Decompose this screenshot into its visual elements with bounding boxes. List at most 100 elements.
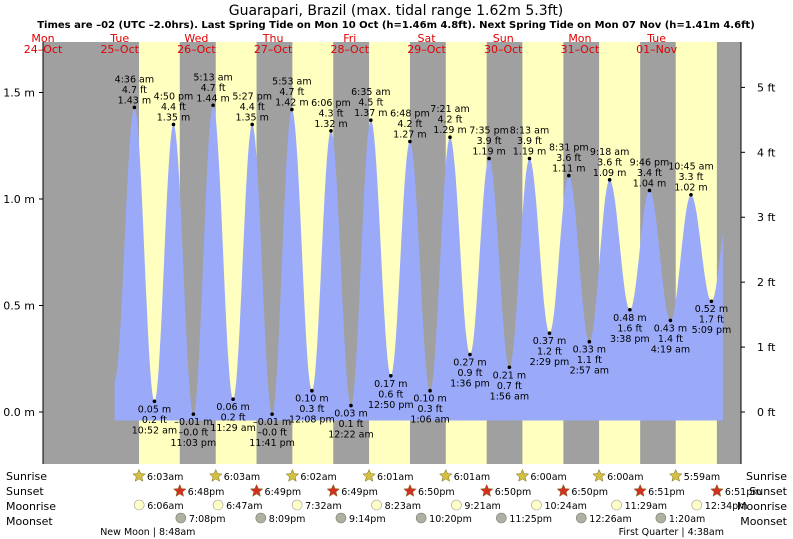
tide-ft-label: 1.6 ft — [617, 323, 642, 334]
sunrise-icon — [285, 468, 300, 482]
tide-area — [114, 105, 723, 421]
tide-time-label: 5:13 am — [193, 72, 232, 83]
tide-m-label: –0.01 m — [174, 417, 212, 428]
moon-phase-label: New Moon | 8:48am — [100, 527, 195, 538]
tide-m-label: 1.35 m — [157, 112, 190, 123]
high-tide: 4:50 pm4.4 ft1.35 m — [154, 91, 193, 127]
sunrise-time: 6:03am — [147, 472, 183, 483]
tide-m-label: 0.27 m — [453, 357, 486, 368]
moonrise-time: 8:23am — [385, 501, 421, 512]
tide-ft-label: 4.7 ft — [279, 87, 304, 98]
high-tide: 5:53 am4.7 ft1.42 m — [272, 77, 312, 112]
tide-time-label: 11:03 pm — [171, 438, 217, 449]
tide-point — [191, 412, 196, 416]
tide-ft-label: 4.2 ft — [397, 119, 422, 130]
day-date-4: 28–Oct — [331, 43, 370, 56]
moonset-icon — [496, 512, 507, 524]
moonrise-icon — [691, 499, 703, 511]
chart-title: Guarapari, Brazil (max. tidal range 1.62… — [229, 3, 564, 19]
tide-point — [628, 307, 632, 312]
tide-ft-label: 0.7 ft — [497, 381, 522, 392]
sunrise-row-label-left: Sunrise — [6, 470, 47, 483]
sunrise-icon — [208, 468, 223, 482]
sunrise-icon — [592, 468, 606, 482]
tide-ft-label: 0.9 ft — [457, 368, 482, 379]
tide-time-label: 12:22 am — [328, 430, 373, 441]
tide-point — [171, 122, 176, 127]
tide-ft-label: 3.6 ft — [556, 153, 581, 164]
tide-point — [567, 173, 571, 178]
moonrise-time: 7:32am — [305, 501, 341, 512]
tide-time-label: 5:27 pm — [232, 91, 272, 102]
sun-moon-events: 6:03am 6:03am 6:02am 6:01am 6:01am 6:00am 6:00… — [100, 468, 761, 538]
chart-subtitle: Times are –02 (UTC –2.0hrs). Last Spring… — [37, 20, 755, 31]
tide-point — [250, 122, 254, 127]
day-name-2: Wed — [184, 32, 208, 45]
moonset-time: 11:25pm — [509, 514, 552, 525]
low-tide: 0.52 m1.7 ft5:09 pm — [692, 299, 731, 336]
sunrise-time: 6:01am — [377, 472, 413, 483]
tide-m-label: 1.11 m — [552, 164, 585, 175]
day-name-7: Mon — [568, 32, 591, 45]
tide-time-label: 9:46 pm — [630, 157, 670, 168]
tide-point — [547, 331, 552, 335]
tide-point — [487, 156, 491, 161]
tide-ft-label: 3.3 ft — [678, 172, 703, 183]
tide-ft-label: 1.2 ft — [537, 347, 562, 358]
high-tide: 7:35 pm3.9 ft1.19 m — [469, 126, 509, 161]
sunrise-time: 6:01am — [454, 472, 490, 483]
low-tide: 0.10 m0.3 ft1:06 am — [410, 388, 450, 426]
sunset-time: 6:49pm — [265, 487, 302, 498]
sunrise-icon — [668, 468, 683, 482]
moonrise-time: 9:21am — [464, 501, 500, 512]
y-tick-label-right: 2 ft — [757, 276, 776, 289]
tide-point — [211, 103, 215, 108]
tide-m-label: 1.04 m — [633, 178, 666, 189]
moonrise-time: 6:06am — [147, 501, 183, 512]
tide-point — [668, 318, 673, 323]
tide-point — [290, 107, 294, 112]
moonrise-icon — [212, 499, 224, 511]
moonset-icon — [335, 512, 347, 524]
moonrise-time: 11:29am — [625, 501, 667, 512]
sunrise-icon — [515, 468, 530, 482]
tide-point — [468, 352, 472, 357]
tide-point — [607, 178, 612, 182]
day-date-6: 30–Oct — [484, 43, 523, 56]
sunset-icon — [326, 483, 341, 497]
tide-point — [709, 299, 714, 304]
high-tide: 6:48 pm4.2 ft1.27 m — [390, 108, 430, 144]
tide-m-label: 1.27 m — [393, 129, 426, 140]
tide-m-label: 0.06 m — [216, 402, 249, 413]
tide-ft-label: –0.0 ft — [178, 428, 208, 439]
tide-ft-label: 3.9 ft — [517, 136, 542, 147]
y-tick-label-right: 3 ft — [757, 211, 776, 224]
day-date-5: 29–Oct — [407, 43, 446, 56]
tide-ft-label: 1.4 ft — [658, 334, 683, 345]
moonrise-icon — [133, 499, 145, 511]
tide-time-label: 2:29 pm — [530, 357, 570, 368]
sunrise-time: 6:00am — [607, 472, 643, 483]
tide-m-label: 0.10 m — [295, 394, 328, 405]
tide-ft-label: 1.1 ft — [577, 355, 602, 366]
tide-time-label: 5:53 am — [272, 77, 311, 88]
y-axis-right: 5 ft 4 ft 3 ft 2 ft 1 ft 0 ft — [740, 42, 776, 464]
tide-time-label: 6:06 pm — [311, 98, 351, 109]
tide-curve-fill — [114, 105, 723, 421]
low-tide: 0.37 m1.2 ft2:29 pm — [530, 331, 570, 368]
moon-phase-label: First Quarter | 4:38am — [619, 527, 724, 538]
sunrise-icon — [362, 468, 376, 482]
tide-ft-label: 0.2 ft — [142, 415, 167, 426]
day-date-3: 27–Oct — [254, 43, 293, 56]
tide-time-label: 6:48 pm — [390, 108, 430, 119]
sunset-icon — [172, 483, 187, 497]
tide-time-label: 12:50 pm — [368, 400, 414, 411]
y-tick-label-right: 1 ft — [757, 341, 776, 354]
moonset-time: 8:09pm — [269, 514, 306, 525]
tide-time-label: 7:35 pm — [469, 126, 509, 137]
tide-ft-label: 1.7 ft — [699, 315, 724, 326]
